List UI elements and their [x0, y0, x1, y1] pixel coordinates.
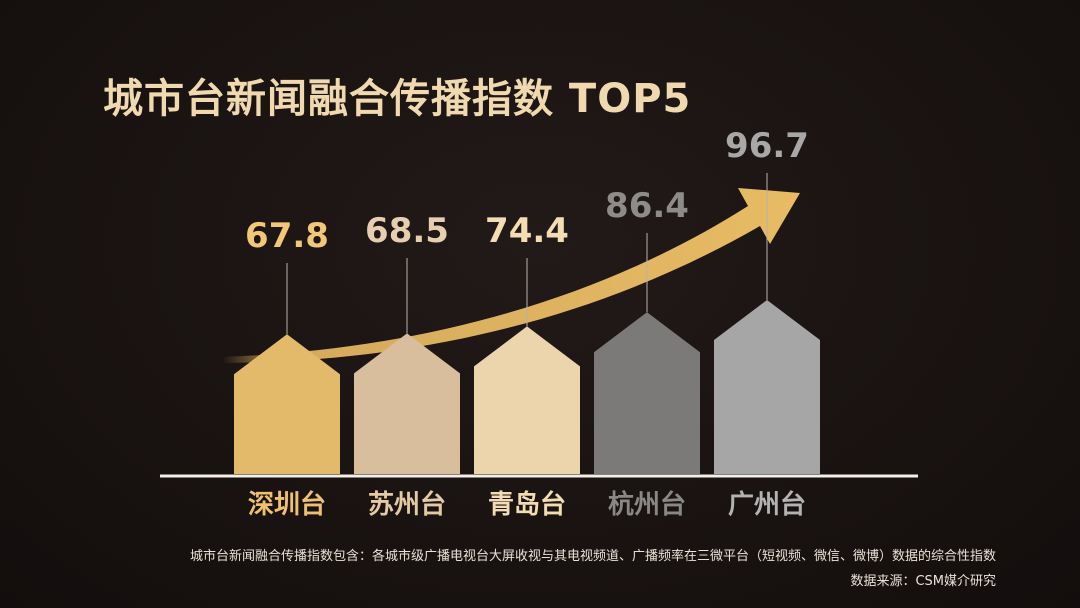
value-label-2: 68.5: [365, 211, 449, 251]
category-label-3: 青岛台: [488, 489, 566, 520]
bar-3: [474, 326, 580, 474]
bar-2: [354, 333, 460, 474]
chart-footnote: 城市台新闻融合传播指数包含：各城市级广播电视台大屏收视与其电视频道、广播频率在三…: [189, 549, 996, 564]
category-label-1: 深圳台: [248, 489, 326, 520]
category-label-5: 广州台: [728, 489, 806, 520]
value-label-1: 67.8: [245, 216, 329, 256]
bar-4: [594, 312, 700, 474]
value-label-5: 96.7: [725, 126, 809, 166]
bar-5: [714, 300, 820, 474]
data-source-note: 数据来源：CSM媒介研究: [850, 574, 996, 589]
value-label-4: 86.4: [605, 186, 689, 226]
category-label-4: 杭州台: [608, 489, 686, 520]
chart-title: 城市台新闻融合传播指数 TOP5: [103, 76, 692, 122]
value-label-3: 74.4: [485, 211, 569, 251]
bar-1: [234, 334, 340, 474]
category-label-2: 苏州台: [368, 489, 446, 520]
